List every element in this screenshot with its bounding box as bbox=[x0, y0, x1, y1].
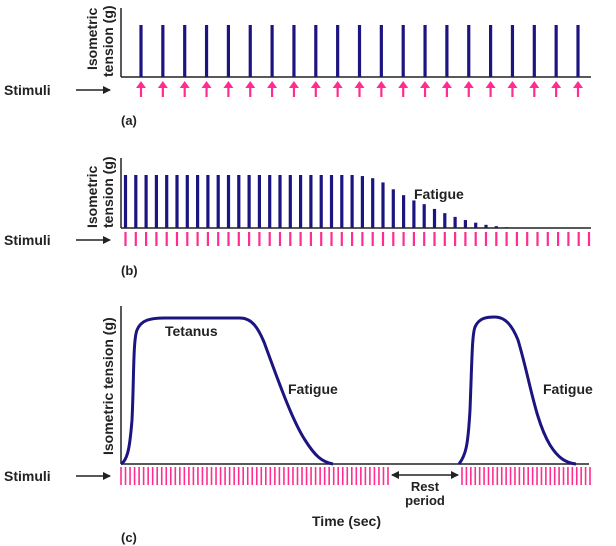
panel-b: Isometric tension (g) Fatigue Stimuli (b… bbox=[4, 156, 591, 278]
stimulus-arrow-icon bbox=[529, 81, 540, 97]
stimulus-arrow-icon bbox=[310, 81, 321, 97]
panel-b-fatigue-label: Fatigue bbox=[414, 186, 464, 202]
stimulus-arrow-icon bbox=[441, 81, 452, 97]
panel-c-ylabel: Isometric tension (g) bbox=[100, 317, 116, 455]
panel-c: Isometric tension (g) Tetanus Fatigue Fa… bbox=[4, 306, 593, 545]
stimulus-arrow-icon bbox=[267, 81, 278, 97]
stimulus-arrow-icon bbox=[245, 81, 256, 97]
stimulus-arrow-icon bbox=[463, 81, 474, 97]
stimulus-arrow-icon bbox=[157, 81, 168, 97]
stimulus-arrow-icon bbox=[398, 81, 409, 97]
panel-a-stimuli-label: Stimuli bbox=[4, 82, 51, 98]
panel-a-ylabel-line2: tension (g) bbox=[100, 5, 116, 77]
panel-c-label: (c) bbox=[121, 530, 137, 545]
panel-c-tetanus-curve bbox=[120, 316, 334, 466]
stimulus-arrow-icon bbox=[573, 81, 583, 97]
panel-a: Isometric tension (g) Stimuli (a) bbox=[4, 5, 591, 128]
panel-b-label: (b) bbox=[121, 263, 138, 278]
panel-b-ylabel-line1: Isometric bbox=[84, 166, 100, 228]
panel-a-ylabel-line1: Isometric bbox=[84, 8, 100, 70]
stimulus-arrow-icon bbox=[420, 81, 431, 97]
stimulus-arrow-icon bbox=[376, 81, 387, 97]
stimulus-arrow-icon bbox=[223, 81, 234, 97]
panel-b-stimuli-label: Stimuli bbox=[4, 232, 51, 248]
panel-c-fatigue-label-1: Fatigue bbox=[288, 381, 338, 397]
stimulus-arrow-icon bbox=[485, 81, 496, 97]
panel-c-stimuli-label: Stimuli bbox=[4, 468, 51, 484]
stimulus-arrow-icon bbox=[288, 81, 299, 97]
tetanus-label: Tetanus bbox=[165, 323, 218, 339]
panel-a-label: (a) bbox=[121, 113, 137, 128]
rest-label-line1: Rest bbox=[411, 479, 440, 494]
stimulus-arrow-icon bbox=[179, 81, 190, 97]
rest-label-line2: period bbox=[405, 493, 445, 508]
stimulus-arrow-icon bbox=[332, 81, 343, 97]
panel-c-fatigue-label-2: Fatigue bbox=[543, 381, 593, 397]
stimulus-arrow-icon bbox=[136, 81, 146, 97]
panel-c-recovery-curve bbox=[457, 315, 577, 466]
stimulus-arrow-icon bbox=[201, 81, 212, 97]
panel-c-xlabel: Time (sec) bbox=[312, 513, 381, 529]
stimulus-arrow-icon bbox=[354, 81, 365, 97]
panel-b-ylabel-line2: tension (g) bbox=[100, 156, 116, 228]
stimulus-arrow-icon bbox=[507, 81, 518, 97]
stimulus-arrow-icon bbox=[551, 81, 562, 97]
